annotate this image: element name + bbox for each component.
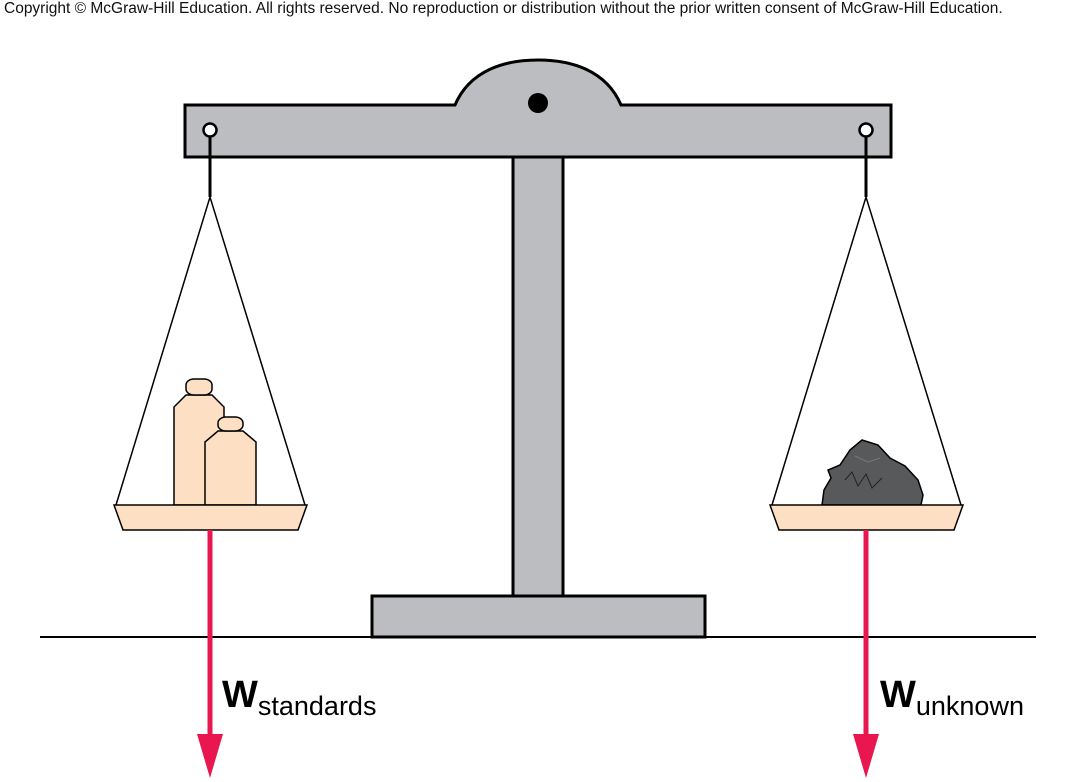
label-w-standards-main: W bbox=[222, 674, 258, 716]
right-pan bbox=[768, 504, 965, 531]
left-hook-ring bbox=[202, 122, 218, 138]
label-w-standards-sub: standards bbox=[258, 691, 377, 721]
label-w-unknown: Wunknown bbox=[880, 674, 1024, 721]
pivot-point bbox=[528, 93, 548, 113]
balance-column bbox=[511, 148, 565, 602]
left-pan bbox=[112, 504, 309, 531]
label-w-unknown-sub: unknown bbox=[916, 691, 1024, 721]
unknown-rock bbox=[821, 439, 924, 506]
left-pan-strings bbox=[115, 194, 306, 506]
standard-weights bbox=[173, 378, 257, 506]
label-w-unknown-main: W bbox=[880, 674, 916, 716]
label-w-standards: Wstandards bbox=[222, 674, 376, 721]
copyright-notice: Copyright © McGraw-Hill Education. All r… bbox=[4, 0, 1003, 17]
right-pan-strings bbox=[771, 194, 962, 506]
right-weight-arrow bbox=[853, 530, 879, 778]
right-hook-ring bbox=[858, 122, 874, 138]
left-weight-arrow bbox=[197, 530, 223, 778]
balance-base bbox=[370, 594, 707, 639]
